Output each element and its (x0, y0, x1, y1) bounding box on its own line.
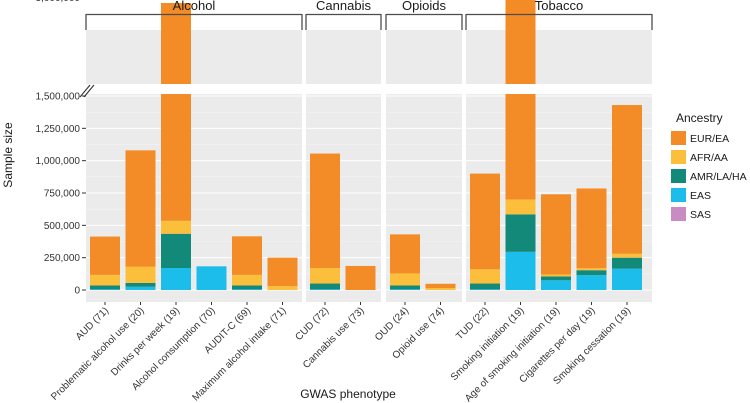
x-tick-label: Cannabis use (73) (301, 305, 367, 371)
bar-segment-eur (470, 173, 500, 270)
x-tick-label: TUD (22) (454, 305, 491, 342)
legend-title: Ancestry (676, 111, 723, 125)
bar-segment-afr (232, 274, 262, 286)
y-tick-label: 1,250,000 (36, 124, 81, 135)
panel-upper-bg (466, 30, 652, 84)
y-tick-label: 750,000 (44, 189, 81, 200)
bar-segment-eur (267, 257, 298, 287)
bar-segment-eur (541, 194, 571, 275)
legend-label: AMR/LA/HA (690, 171, 747, 183)
bar-segment-eur (612, 105, 642, 254)
facet-strip-label: Tobacco (535, 0, 583, 13)
legend-swatch-afr (671, 150, 686, 164)
bar-segment-eur (390, 234, 420, 274)
legend-swatch-eur (671, 131, 686, 145)
bar-segment-afr (310, 268, 340, 284)
bar-segment-afr (390, 273, 420, 286)
bar-segment-amr (470, 283, 500, 290)
bar-segment-amr (576, 270, 607, 276)
bar-segment-afr (576, 268, 607, 271)
legend-label: EUR/EA (690, 133, 729, 145)
legend-label: AFR/AA (690, 152, 728, 164)
bar-segment-eas (161, 268, 191, 290)
bar-segment-eur (425, 283, 456, 289)
facet-strip-label: Alcohol (173, 0, 216, 13)
panel-upper-bg (86, 30, 302, 84)
bar-segment-afr (612, 253, 642, 258)
bar-segment-amr (232, 285, 262, 290)
bar-segment-afr (267, 286, 298, 290)
legend-label: EAS (690, 190, 711, 202)
y-tick-label: 1,500,000 (36, 92, 81, 103)
bar-segment-eur (310, 153, 340, 269)
bar-segment-amr (90, 285, 120, 290)
panel-upper-bg (306, 30, 381, 84)
bar-segment-eas (232, 289, 262, 290)
bar-segment-eur (161, 2, 191, 84)
bar-segment-afr (125, 266, 156, 283)
facet-strips: Alcohol Cannabis Opioids Tobacco (85, 0, 653, 30)
bar-segment-afr (541, 274, 571, 277)
axis-break-background (86, 84, 652, 94)
bar-segment-eur (161, 94, 191, 221)
bar-segment-eas (576, 275, 607, 290)
axis-break-slash (83, 84, 95, 98)
bar-segment-afr (161, 220, 191, 234)
bar-segment-eur (90, 236, 120, 275)
y-tick-label: 0 (74, 286, 80, 297)
bar-segment-eas (310, 289, 340, 290)
x-tick-label: Drinks per week (19) (109, 305, 182, 378)
y-tick-label: 1,000,000 (36, 156, 81, 167)
bar-segment-eur (576, 188, 607, 269)
bar-segment-eur (232, 236, 262, 275)
bar-segment-amr (125, 282, 156, 287)
legend-swatch-eas (671, 188, 686, 202)
bar-segment-amr (161, 233, 191, 269)
legend-swatch-amr (671, 169, 686, 183)
bar-segment-eas (470, 289, 500, 290)
bar-segment-amr (612, 257, 642, 269)
bar-segment-amr (390, 285, 420, 290)
panel-upper-bg (386, 30, 462, 84)
bar-segment-eur (125, 150, 156, 267)
legend-label: SAS (690, 209, 711, 221)
stacked-bars (90, 0, 642, 290)
bar-segment-eas (90, 289, 120, 290)
bar-segment-eas (196, 266, 227, 290)
bar-segment-afr (505, 199, 536, 215)
bar-segment-afr (425, 288, 456, 290)
y-tick-label: 250,000 (44, 253, 81, 264)
bar-segment-afr (90, 274, 120, 286)
y-tick-label: 3,000,000 (36, 0, 81, 4)
bar-segment-eur (505, 0, 536, 84)
axis-break-slash (79, 84, 91, 98)
x-tick-label: AUD (71) (74, 305, 111, 342)
bar-segment-eas (505, 251, 536, 290)
bar-segment-eur (505, 94, 536, 200)
y-axis-ticks: 0 250,000 500,000 750,000 1,000,000 1,250,000… (36, 0, 86, 297)
bar-segment-eas (612, 268, 642, 290)
bar-segment-amr (505, 214, 536, 252)
bar-segment-amr (541, 276, 571, 281)
y-tick-label: 500,000 (44, 221, 81, 232)
facet-strip-label: Cannabis (316, 0, 371, 13)
legend-swatch-sas (671, 207, 686, 221)
axis-break-marker (79, 84, 95, 98)
legend: Ancestry EUR/EA AFR/AA AMR/LA/HA EAS SAS (671, 111, 747, 221)
x-axis-title: GWAS phenotype (300, 387, 396, 401)
bar-segment-afr (470, 269, 500, 284)
facet-strip-label: Opioids (402, 0, 447, 13)
bar-segment-eas (390, 289, 420, 290)
y-axis-title: Sample size (1, 122, 15, 188)
bar-segment-eas (125, 286, 156, 290)
bar-segment-amr (310, 283, 340, 290)
bar-segment-eur (345, 265, 376, 290)
axis-break-gap (86, 84, 652, 94)
bar-segment-eas (541, 280, 571, 290)
